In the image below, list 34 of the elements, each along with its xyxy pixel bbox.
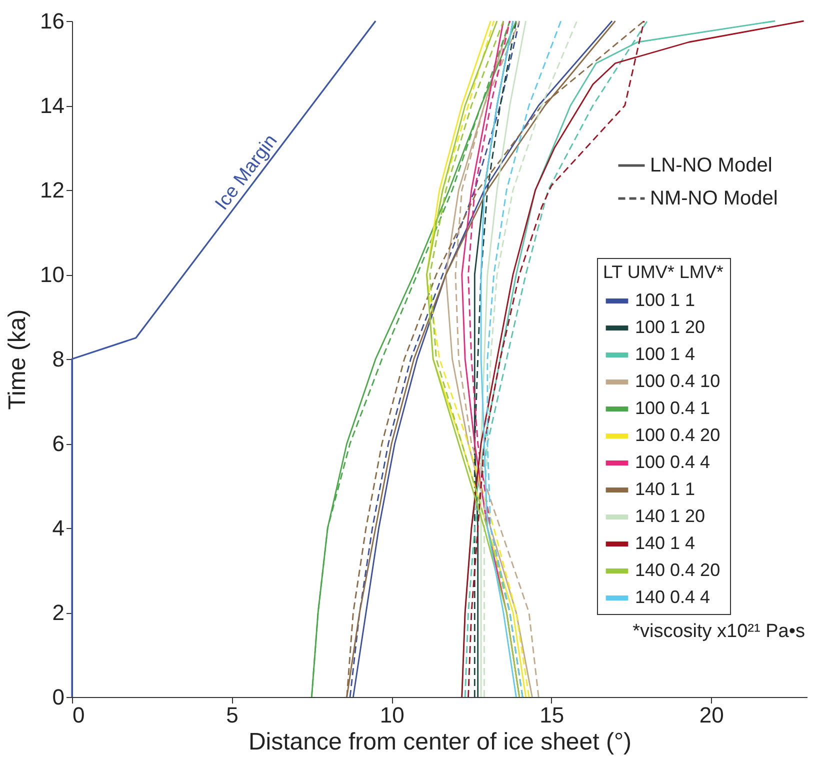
y-tick-label: 4	[52, 516, 64, 540]
legend-label: 140 0.4 4	[635, 587, 710, 607]
y-tick-label: 14	[40, 93, 64, 118]
x-tick-label: 0	[72, 702, 85, 728]
y-tick-label: 8	[52, 346, 64, 372]
y-tick-label: 16	[40, 8, 64, 34]
legend-label: 140 1 20	[635, 506, 706, 526]
legend-label: 100 0.4 10	[635, 371, 720, 391]
annotation: NM-NO Model	[650, 188, 778, 210]
line-series	[480, 20, 526, 698]
y-tick-label: 0	[52, 684, 64, 710]
legend-label: 140 1 4	[635, 533, 696, 553]
x-tick-label: 20	[699, 702, 724, 728]
y-tick-label: 12	[40, 178, 64, 202]
legend-label: 100 1 20	[635, 317, 706, 337]
legend-label: 100 0.4 1	[635, 398, 710, 418]
x-tick-label: 15	[540, 702, 564, 728]
annotation: LN-NO Model	[650, 154, 772, 176]
x-axis-title: Distance from center of ice sheet (°)	[248, 728, 632, 756]
legend-label: 140 1 1	[635, 479, 696, 499]
legend-label: 100 0.4 4	[635, 452, 710, 472]
legend-label: 100 1 4	[635, 344, 696, 364]
legend-title: LT UMV* LMV*	[603, 262, 724, 282]
x-tick-label: 10	[380, 702, 404, 728]
y-tick-label: 2	[52, 600, 64, 625]
y-tick-label: 10	[40, 262, 64, 287]
line-series	[484, 20, 578, 698]
legend-label: 140 0.4 20	[635, 560, 720, 580]
legend-label: 100 1 1	[635, 290, 696, 310]
annotation: *viscosity x10²¹ Pa•s	[632, 621, 805, 642]
y-axis-title: Time (ka)	[4, 309, 32, 410]
y-tick-label: 6	[52, 431, 64, 456]
legend-label: 100 0.4 20	[635, 425, 720, 445]
x-tick-label: 5	[226, 702, 238, 728]
